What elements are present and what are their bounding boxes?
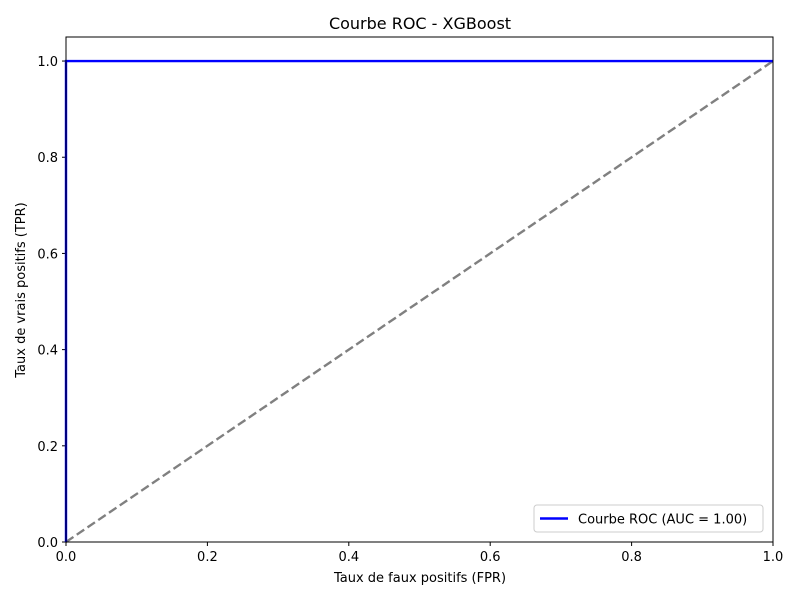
chart-title: Courbe ROC - XGBoost bbox=[329, 14, 511, 33]
y-axis-title: Taux de vrais positifs (TPR) bbox=[14, 202, 29, 378]
x-tick-label: 0.2 bbox=[197, 550, 218, 565]
x-tick-label: 0.6 bbox=[480, 550, 501, 565]
plot-frame bbox=[65, 36, 774, 543]
y-tick-label: 0.4 bbox=[37, 344, 58, 359]
x-tick-label: 0.8 bbox=[621, 550, 642, 565]
axis-ticks: 0.0 0.2 0.4 0.6 0.8 1.0 0.0 0.2 0.4 0.6 0.8 1.0 bbox=[37, 55, 783, 565]
x-axis-title: Taux de faux positifs (FPR) bbox=[333, 571, 506, 586]
legend: Courbe ROC (AUC = 1.00) bbox=[533, 504, 764, 533]
legend-label: Courbe ROC (AUC = 1.00) bbox=[578, 513, 747, 528]
y-tick-label: 0.8 bbox=[37, 151, 58, 166]
x-tick-label: 0.0 bbox=[56, 550, 77, 565]
y-tick-label: 0.0 bbox=[37, 536, 58, 551]
y-tick-label: 0.6 bbox=[37, 247, 58, 262]
x-tick-label: 0.4 bbox=[338, 550, 359, 565]
x-tick-label: 1.0 bbox=[763, 550, 784, 565]
y-tick-label: 0.2 bbox=[37, 440, 58, 455]
legend-box bbox=[533, 504, 764, 533]
y-tick-label: 1.0 bbox=[37, 55, 58, 70]
